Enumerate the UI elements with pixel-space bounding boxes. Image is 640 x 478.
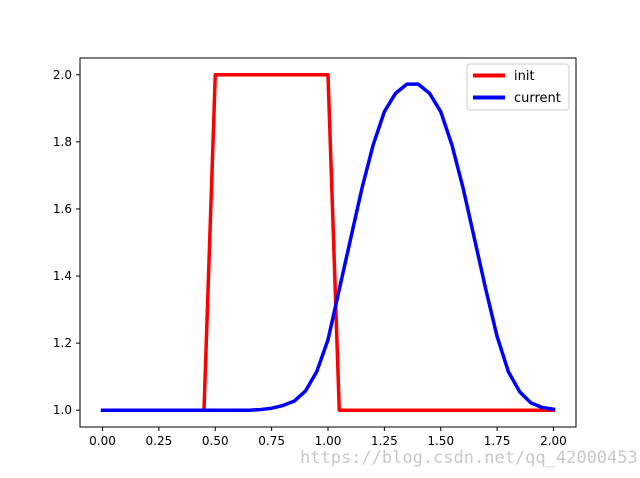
y-tick-label: 2.0 [53, 68, 72, 82]
x-tick-label: 0.50 [202, 434, 229, 448]
x-tick-label: 2.00 [540, 434, 567, 448]
y-tick-label: 1.6 [53, 202, 72, 216]
watermark-url: https://blog.csdn.net/qq_42000453 [300, 448, 638, 468]
y-tick-label: 1.0 [53, 403, 72, 417]
x-tick-label: 0.75 [258, 434, 285, 448]
y-axis-ticks: 1.0 1.2 1.4 1.6 1.8 2.0 [53, 68, 80, 417]
x-axis-ticks: 0.00 0.25 0.50 0.75 1.00 1.25 1.50 1.75 2.00 [89, 427, 567, 448]
legend-label-init: init [514, 69, 535, 84]
legend: init current [466, 63, 570, 111]
x-tick-label: 0.25 [146, 434, 173, 448]
series-line-current [100, 82, 556, 412]
y-tick-label: 1.8 [53, 135, 72, 149]
x-tick-label: 0.00 [89, 434, 116, 448]
y-tick-label: 1.4 [53, 269, 72, 283]
legend-label-current: current [514, 91, 561, 106]
x-tick-label: 1.25 [371, 434, 398, 448]
x-tick-label: 1.75 [484, 434, 511, 448]
series-layer [100, 73, 556, 412]
y-tick-label: 1.2 [53, 336, 72, 350]
x-tick-label: 1.00 [315, 434, 342, 448]
x-tick-label: 1.50 [427, 434, 454, 448]
